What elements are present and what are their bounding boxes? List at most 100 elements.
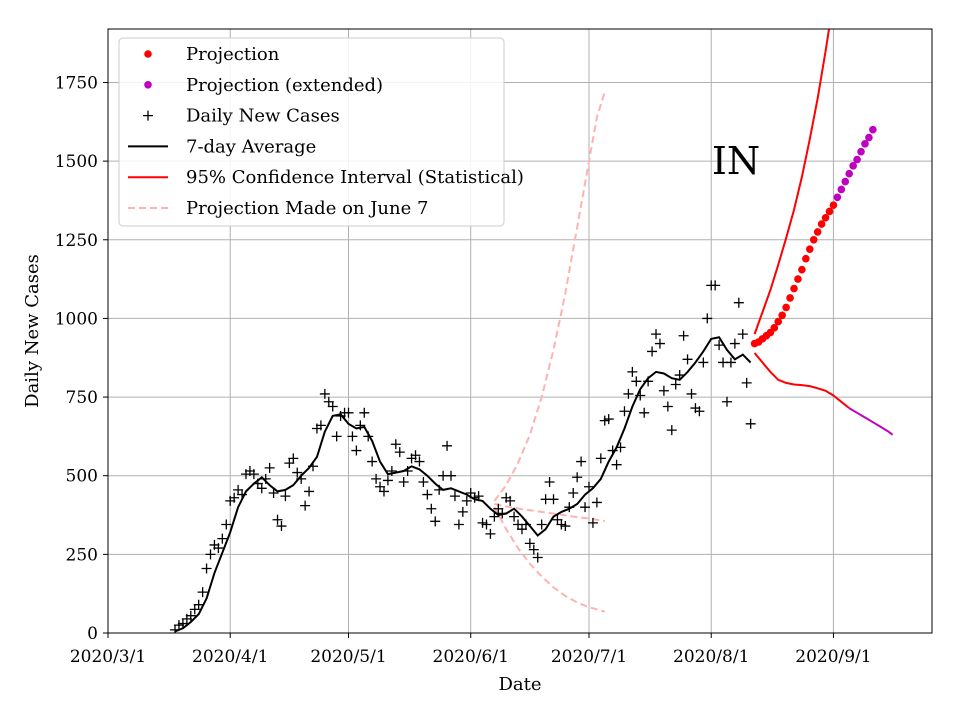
daily-case-marker	[741, 377, 752, 388]
legend-item: Projection	[144, 44, 280, 65]
daily-case-marker	[686, 388, 697, 399]
daily-case-marker	[272, 514, 283, 525]
daily-case-marker	[611, 459, 622, 470]
daily-case-marker	[591, 497, 602, 508]
daily-case-marker	[229, 492, 240, 503]
daily-case-marker	[544, 477, 555, 487]
daily-case-marker	[725, 357, 736, 368]
daily-case-marker	[485, 528, 496, 539]
projection-extended-point	[857, 147, 865, 156]
legend-label: Daily New Cases	[186, 106, 340, 127]
projection-extended-point	[833, 193, 842, 202]
legend-label: Projection Made on June 7	[186, 198, 428, 219]
projection-extended-point	[845, 169, 854, 178]
daily-case-marker	[327, 401, 338, 412]
daily-case-marker	[248, 469, 259, 480]
daily-case-marker	[627, 366, 638, 377]
daily-case-marker	[426, 503, 437, 514]
state-annotation: IN	[712, 139, 760, 183]
x-tick-label: 2020/9/1	[795, 647, 871, 667]
legend-label: 7-day Average	[186, 136, 316, 157]
avg-7day-line	[174, 336, 752, 633]
projection-point	[809, 235, 818, 244]
projection-point	[825, 207, 834, 216]
daily-case-marker	[418, 477, 429, 487]
daily-case-marker	[737, 329, 748, 340]
daily-case-marker	[595, 453, 606, 464]
plot-area	[170, 29, 894, 633]
daily-case-marker	[280, 491, 291, 502]
projection-extended-point	[841, 177, 850, 186]
daily-case-marker	[729, 338, 740, 349]
daily-case-marker	[560, 521, 571, 532]
daily-case-marker	[576, 456, 587, 467]
projection-point	[821, 213, 830, 222]
daily-case-marker	[449, 491, 460, 502]
projection-point	[790, 284, 798, 293]
daily-case-marker	[315, 420, 326, 431]
daily-case-marker	[205, 549, 216, 560]
daily-case-marker	[268, 488, 279, 499]
daily-case-marker	[410, 450, 421, 461]
daily-case-marker	[682, 354, 693, 365]
daily-case-marker	[453, 519, 464, 530]
daily-case-marker	[343, 407, 354, 418]
y-tick-label: 500	[66, 467, 98, 487]
legend-box	[118, 37, 505, 227]
june7-upper-dashed-line	[493, 91, 606, 502]
daily-case-marker	[442, 440, 453, 451]
projection-point	[805, 245, 814, 254]
daily-case-marker	[698, 357, 709, 368]
daily-case-marker	[721, 396, 732, 407]
daily-case-marker	[292, 467, 303, 478]
projection-point	[813, 228, 822, 236]
daily-case-marker	[193, 599, 204, 610]
june7-lower-dashed-line	[493, 506, 606, 613]
daily-case-marker	[304, 486, 315, 497]
daily-case-marker	[745, 418, 756, 429]
x-tick-label: 2020/8/1	[673, 647, 749, 667]
daily-case-marker	[398, 477, 409, 487]
projection-point	[829, 201, 838, 209]
x-tick-label: 2020/5/1	[310, 647, 386, 667]
daily-case-marker	[524, 538, 535, 549]
projection-extended-point	[865, 133, 873, 142]
daily-case-marker	[666, 425, 677, 436]
daily-case-marker	[422, 489, 433, 500]
ci-lower-extended-line	[848, 407, 894, 436]
axis-ticks: 2020/3/1 2020/4/1 2020/5/1 2020/6/1 2020/7/1…	[55, 73, 872, 667]
daily-case-marker	[536, 519, 547, 530]
legend-item: 7-day Average	[128, 136, 316, 157]
daily-case-marker	[587, 517, 598, 528]
daily-case-marker	[619, 406, 630, 417]
daily-case-marker	[276, 521, 287, 532]
legend: Projection Projection (extended) Daily New…	[118, 37, 524, 227]
daily-case-marker	[580, 502, 591, 513]
projection-point	[778, 311, 786, 320]
legend-item: Projection (extended)	[144, 75, 383, 96]
projection-point	[794, 275, 802, 283]
daily-case-marker	[489, 511, 500, 522]
daily-case-marker	[201, 563, 212, 574]
legend-label: Projection (extended)	[186, 75, 383, 96]
daily-case-marker	[509, 511, 520, 522]
daily-case-marker	[288, 453, 299, 464]
daily-case-marker	[347, 431, 358, 442]
daily-case-marker	[702, 313, 713, 324]
daily-case-marker	[461, 495, 472, 506]
daily-case-marker	[378, 486, 389, 497]
daily-case-marker	[654, 338, 665, 349]
y-axis-label: Daily New Cases	[22, 254, 43, 408]
daily-case-marker	[583, 481, 594, 492]
projection-extended-point	[869, 125, 877, 134]
daily-case-marker	[382, 475, 393, 486]
projection-point	[782, 303, 790, 312]
x-tick-label: 2020/4/1	[192, 647, 268, 667]
legend-dot-swatch	[144, 50, 152, 58]
daily-case-marker	[733, 297, 744, 308]
legend-dot-swatch	[144, 81, 152, 89]
legend-item: Daily New Cases	[143, 106, 340, 127]
y-tick-label: 750	[66, 388, 98, 408]
daily-case-marker	[331, 431, 342, 442]
